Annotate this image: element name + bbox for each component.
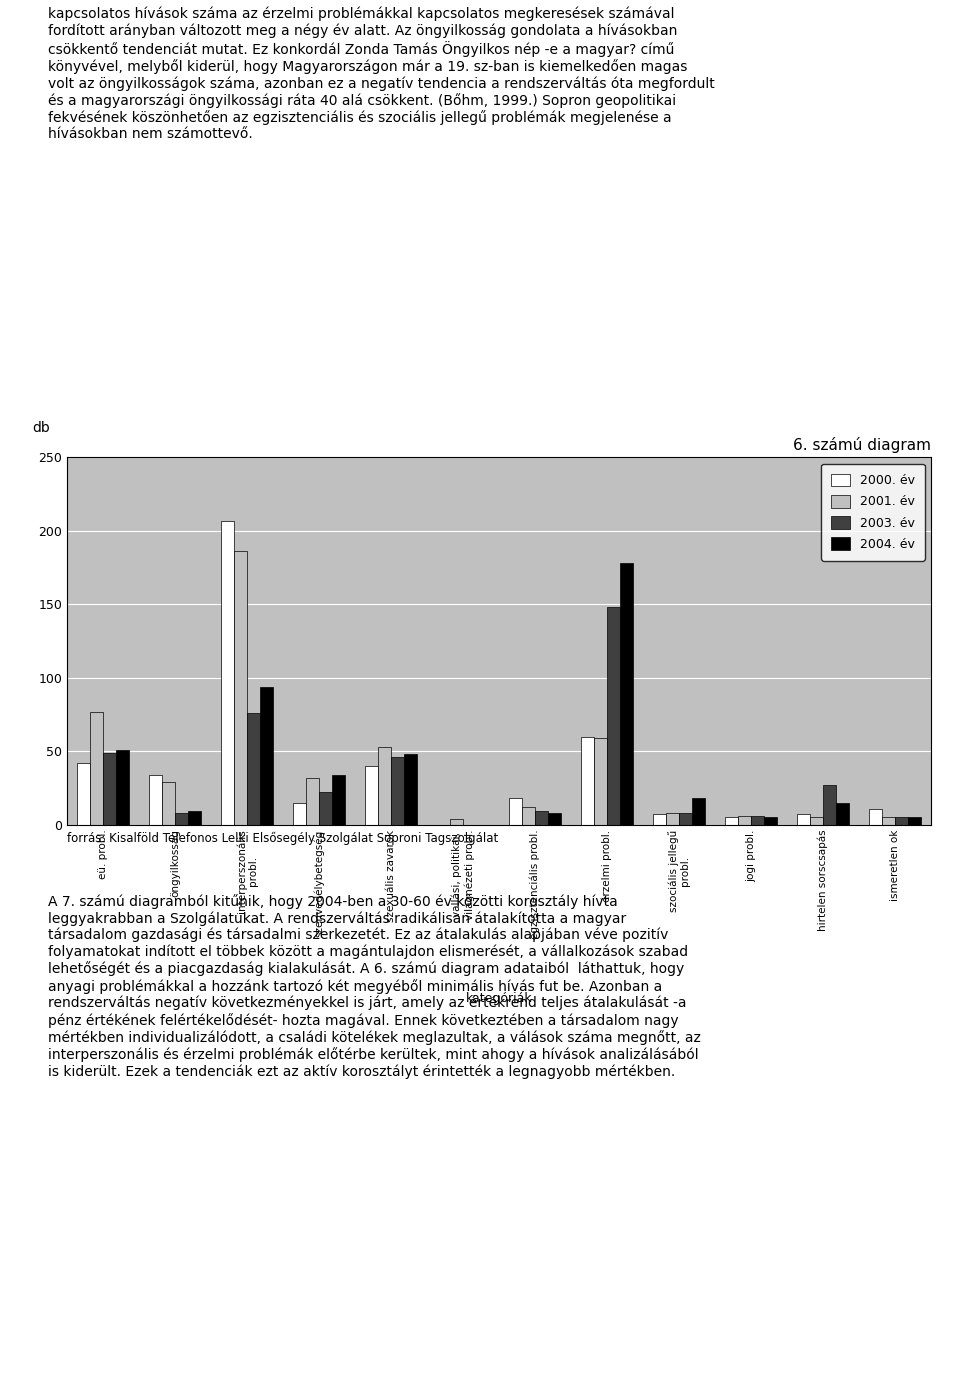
Bar [404, 754, 417, 825]
Bar [738, 816, 751, 825]
Bar [607, 607, 620, 825]
Bar [751, 816, 764, 825]
Bar [726, 818, 738, 825]
Bar [620, 563, 633, 825]
Bar [666, 814, 679, 825]
Bar [175, 814, 188, 825]
Bar [548, 814, 561, 825]
Bar [882, 818, 895, 825]
X-axis label: kategóriák: kategóriák [466, 992, 533, 1005]
Bar [306, 778, 319, 825]
Bar [221, 521, 234, 825]
Bar [188, 811, 201, 825]
Text: A 7. számú diagramból kitűnik, hogy 2004-ben a 30-60 év közötti korosztály hívta: A 7. számú diagramból kitűnik, hogy 2004… [48, 894, 701, 1078]
Bar [90, 711, 103, 825]
Bar [450, 819, 463, 825]
Text: kapcsolatos hívások száma az érzelmi problémákkal kapcsolatos megkeresések számá: kapcsolatos hívások száma az érzelmi pro… [48, 7, 715, 141]
Bar [260, 686, 273, 825]
Bar [581, 736, 594, 825]
Bar [870, 808, 882, 825]
Bar [294, 802, 306, 825]
Bar [908, 818, 921, 825]
Text: db: db [33, 421, 50, 435]
Bar [332, 775, 346, 825]
Bar [509, 798, 522, 825]
Bar [797, 815, 810, 825]
Bar [653, 815, 666, 825]
Text: 6. számú diagram: 6. számú diagram [793, 437, 931, 453]
Bar [810, 818, 823, 825]
Bar [116, 750, 129, 825]
Bar [522, 807, 535, 825]
Bar [378, 747, 391, 825]
Bar [594, 737, 607, 825]
Bar [895, 818, 908, 825]
Bar [823, 784, 836, 825]
Bar [77, 762, 90, 825]
Bar [319, 793, 332, 825]
Bar [365, 766, 378, 825]
Bar [149, 775, 162, 825]
Bar [234, 552, 247, 825]
Bar [764, 818, 777, 825]
Text: forrás: Kisalföld Telefonos Lelki Elsősegély Szolgálat Soproni Tagszolgálat: forrás: Kisalföld Telefonos Lelki Elsőse… [67, 832, 498, 844]
Bar [391, 757, 404, 825]
Bar [103, 753, 116, 825]
Bar [692, 798, 705, 825]
Bar [535, 811, 548, 825]
Bar [162, 782, 175, 825]
Bar [836, 802, 849, 825]
Bar [679, 814, 692, 825]
Bar [247, 712, 260, 825]
Legend: 2000. év, 2001. év, 2003. év, 2004. év: 2000. év, 2001. év, 2003. év, 2004. év [821, 464, 924, 560]
